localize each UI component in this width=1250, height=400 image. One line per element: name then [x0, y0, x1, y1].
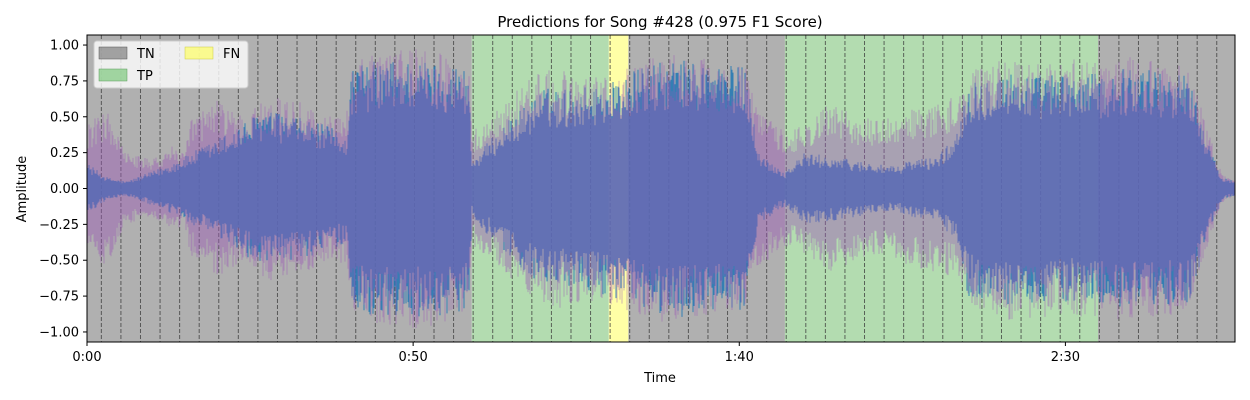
legend-swatch-tn [98, 46, 128, 60]
y-tick-label-0: 1.00 [50, 39, 79, 54]
legend-label-fn: FN [223, 47, 240, 62]
y-tick-label-7: −0.75 [39, 290, 79, 305]
y-tick-label-5: −0.25 [39, 218, 79, 233]
legend-label-tn: TN [136, 47, 155, 62]
x-tick-label-2: 1:40 [725, 350, 754, 365]
x-tick-label-0: 0:00 [72, 350, 101, 365]
legend-swatch-tp [98, 68, 128, 82]
y-tick-label-4: 0.00 [50, 182, 79, 197]
y-tick-label-1: 0.75 [50, 74, 79, 89]
legend-swatch-fn [184, 46, 214, 60]
x-tick-label-1: 0:50 [399, 350, 428, 365]
chart-title: Predictions for Song #428 (0.975 F1 Scor… [497, 13, 822, 31]
y-axis-label: Amplitude [15, 156, 30, 223]
y-tick-label-6: −0.50 [39, 254, 79, 269]
y-tick-label-2: 0.50 [50, 110, 79, 125]
legend: TN TP FN [93, 40, 249, 89]
x-axis-label: Time [643, 371, 676, 386]
y-axis-ticks: 1.00 0.75 0.50 0.25 0.00 −0.25 −0.50 −0.75 −1.00 [39, 39, 87, 340]
legend-label-tp: TP [136, 69, 153, 84]
y-tick-label-8: −1.00 [39, 325, 79, 340]
x-axis-ticks: 0:00 0:50 1:40 2:30 [72, 342, 1080, 365]
y-tick-label-3: 0.25 [50, 146, 79, 161]
x-tick-label-3: 2:30 [1051, 350, 1080, 365]
